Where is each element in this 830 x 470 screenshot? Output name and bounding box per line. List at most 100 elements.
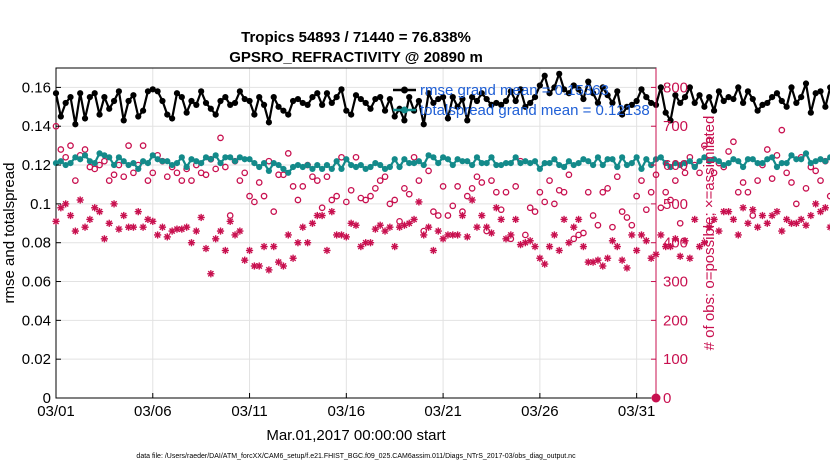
totalspread-data-point <box>570 161 577 169</box>
possible-obs-marker <box>642 206 650 214</box>
rmse-data-point <box>575 86 582 93</box>
rmse-data-point <box>788 84 795 91</box>
assimilated-obs-marker <box>76 196 84 204</box>
rmse-data-point <box>101 94 108 101</box>
legend-totalspread-label: totalspread grand mean = 0.12138 <box>420 102 650 119</box>
x-axis-ticks: 03/01 03/06 03/11 03/16 03/21 03/26 03/31 <box>37 393 655 420</box>
possible-obs-marker <box>81 146 89 153</box>
possible-obs-marker <box>309 173 316 181</box>
totalspread-data-point <box>352 163 360 171</box>
possible-obs-marker <box>284 150 292 157</box>
assimilated-obs-marker <box>299 223 307 231</box>
rmse-data-point <box>541 72 548 79</box>
rmse-data-point <box>469 94 476 101</box>
legend-totalspread-marker <box>401 106 408 114</box>
totalspread-data-point <box>681 160 689 167</box>
totalspread-data-point <box>502 160 510 167</box>
possible-obs-marker <box>826 192 830 200</box>
rmse-data-point <box>459 95 466 103</box>
y-tick-label: 0.08 <box>22 235 51 252</box>
y-axis-ticks: 0 0.02 0.04 0.06 0.08 0.1 0.12 0.14 0.16 <box>22 79 61 407</box>
totalspread-data-point <box>556 161 563 169</box>
rmse-data-point <box>106 105 113 112</box>
rmse-data-point <box>401 117 408 124</box>
totalspread-data-point <box>343 156 350 163</box>
assimilated-obs-marker <box>584 258 592 266</box>
totalspread-data-point <box>207 156 214 163</box>
possible-obs-marker <box>618 208 626 215</box>
possible-obs-marker <box>434 212 442 219</box>
legend-rmse-marker <box>401 86 408 94</box>
rmse-data-point <box>570 82 577 89</box>
possible-obs-marker <box>788 179 795 186</box>
assimilated-obs-marker <box>555 246 563 255</box>
rmse-data-point <box>425 90 432 97</box>
rmse-data-point <box>120 117 127 124</box>
totalspread-data-point <box>115 154 123 161</box>
rmse-data-point <box>256 94 263 101</box>
rmse-data-point <box>304 101 311 108</box>
possible-obs-marker <box>139 142 147 149</box>
totalspread-data-point <box>367 163 374 171</box>
totalspread-data-point <box>715 158 723 165</box>
possible-obs-marker <box>541 198 549 206</box>
x-tick-label: 03/06 <box>134 403 172 420</box>
rmse-data-point <box>449 94 456 101</box>
possible-obs-marker <box>149 169 157 177</box>
totalspread-data-point <box>672 160 679 167</box>
totalspread-data-point <box>764 156 771 163</box>
assimilated-obs-marker <box>773 208 781 216</box>
rmse-data-point <box>522 103 529 110</box>
rmse-data-point <box>546 90 553 97</box>
possible-obs-marker <box>342 198 350 206</box>
possible-obs-marker <box>202 171 210 179</box>
assimilated-obs-marker <box>458 211 467 220</box>
x-tick-label: 03/16 <box>328 403 366 420</box>
possible-obs-marker <box>657 204 665 212</box>
assimilated-obs-marker <box>754 223 762 231</box>
totalspread-data-point <box>149 152 156 159</box>
assimilated-obs-marker <box>105 219 113 227</box>
rmse-data-point <box>710 107 718 114</box>
totalspread-data-point <box>594 154 602 161</box>
possible-obs-marker <box>367 192 374 200</box>
assimilated-obs-marker <box>66 211 75 220</box>
possible-obs-marker <box>676 219 684 227</box>
rmse-data-point <box>222 94 229 101</box>
possible-obs-marker <box>294 196 302 204</box>
assimilated-obs-marker <box>260 242 268 251</box>
rmse-data-point <box>275 103 282 110</box>
possible-obs-marker <box>391 196 399 204</box>
totalspread-data-point <box>560 163 568 171</box>
totalspread-data-point <box>483 160 490 167</box>
assimilated-obs-marker <box>362 239 370 247</box>
rmse-data-point <box>178 94 185 101</box>
y2-tick-label: 600 <box>663 157 688 174</box>
rmse-data-point <box>86 94 93 101</box>
possible-obs-marker <box>725 148 732 155</box>
rmse-data-point <box>135 113 142 120</box>
totalspread-data-point <box>575 160 582 167</box>
totalspread-data-point <box>735 158 742 165</box>
y2-axis-label: # of obs: o=possible; ×=assimilated <box>701 116 718 351</box>
possible-obs-marker <box>430 208 437 215</box>
assimilated-obs-marker <box>323 246 331 255</box>
possible-obs-marker <box>173 169 181 177</box>
possible-obs-marker <box>739 179 747 186</box>
totalspread-data-point <box>256 163 263 171</box>
totalspread-data-point <box>294 161 302 169</box>
possible-obs-marker <box>609 223 616 231</box>
rmse-data-point <box>769 94 776 101</box>
totalspread-data-point <box>444 156 452 163</box>
y2-tick-label: 500 <box>663 196 688 213</box>
rmse-data-point <box>749 95 756 103</box>
rmse-data-point <box>609 99 616 107</box>
rmse-data-point <box>677 99 684 107</box>
totalspread-data-point <box>217 160 224 167</box>
possible-obs-marker <box>347 186 355 194</box>
totalspread-data-point <box>260 160 268 167</box>
possible-obs-marker <box>754 177 761 184</box>
assimilated-obs-marker <box>550 231 558 239</box>
totalspread-data-point <box>599 161 606 169</box>
x-tick-label: 03/26 <box>521 403 559 420</box>
